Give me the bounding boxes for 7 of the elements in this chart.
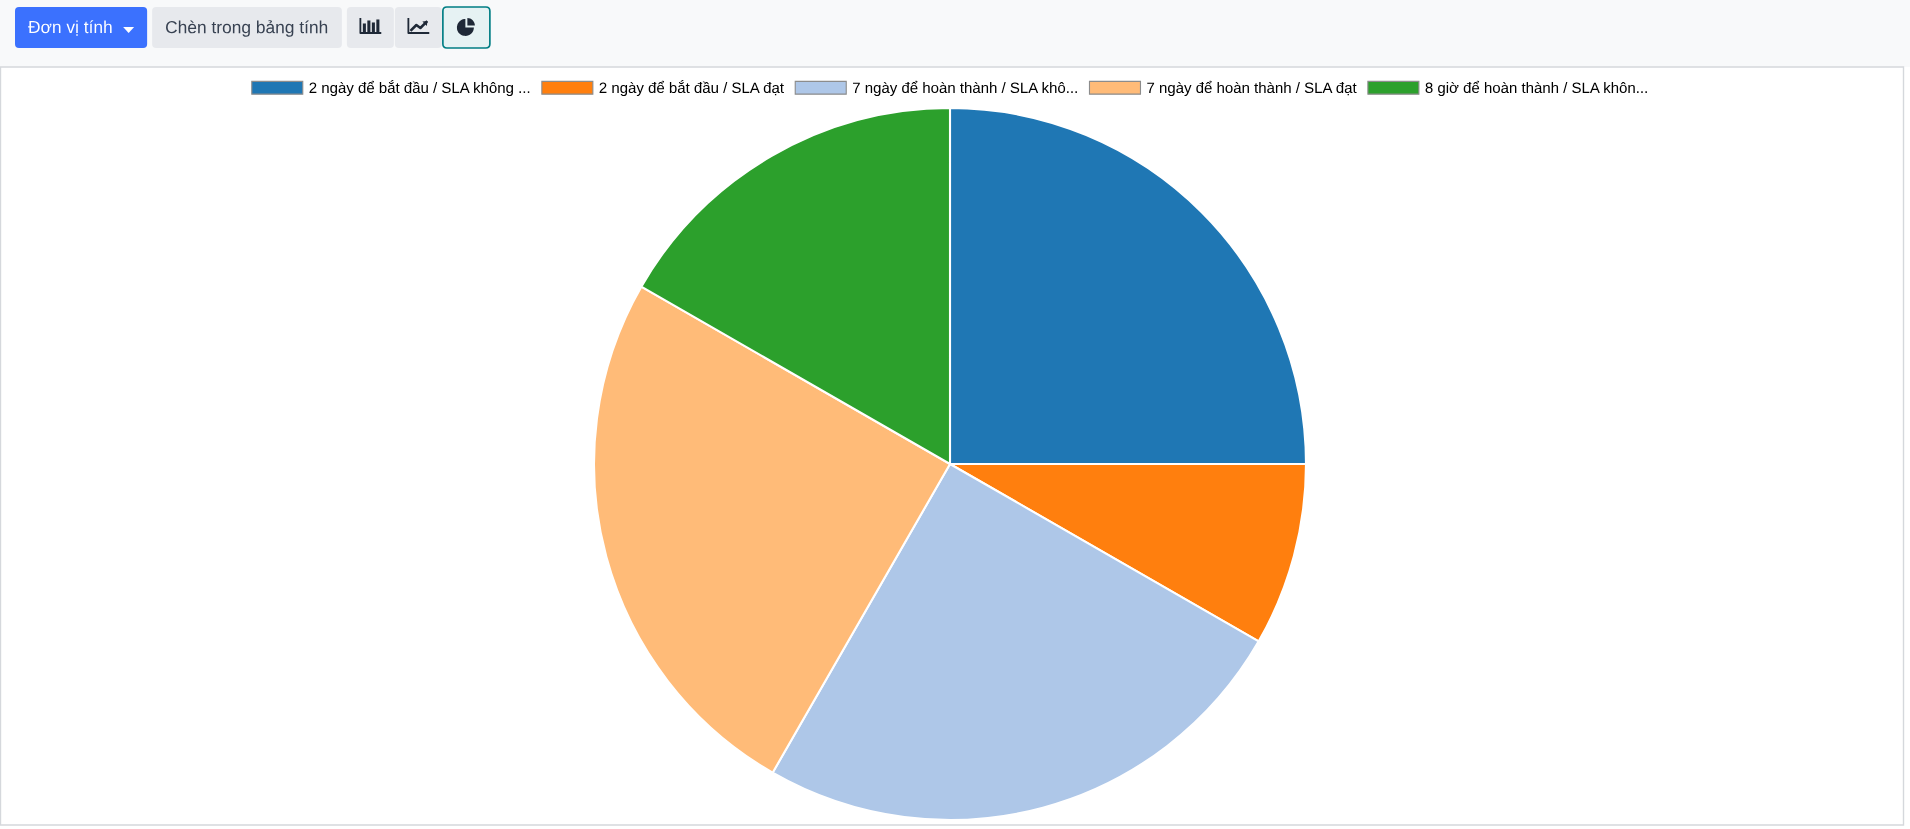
legend-label: 7 ngày để hoàn thành / SLA đạt bbox=[1147, 80, 1357, 97]
legend-label: 2 ngày để bắt đầu / SLA không ... bbox=[309, 79, 530, 97]
legend-label: 8 giờ để hoàn thành / SLA khôn... bbox=[1425, 80, 1647, 97]
text: Chèn trong bảng tính bbox=[166, 20, 328, 37]
legend-label: 7 ngày để hoàn thành / SLA khô... bbox=[853, 80, 1077, 97]
text: Đơn vị tính bbox=[28, 20, 112, 36]
legend-label: 2 ngày để bắt đầu / SLA đạt bbox=[599, 79, 784, 97]
